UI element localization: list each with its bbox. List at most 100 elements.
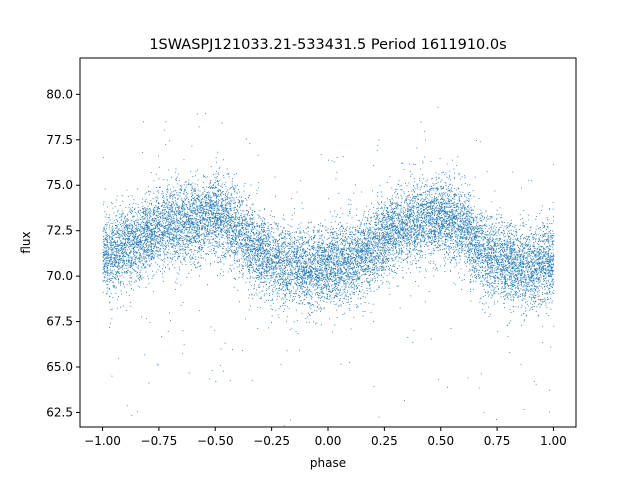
data-point <box>317 287 319 289</box>
data-point <box>347 256 349 257</box>
data-point <box>282 238 284 239</box>
data-point <box>233 188 234 190</box>
data-point <box>196 113 198 115</box>
data-point <box>281 277 283 279</box>
data-point <box>308 240 310 242</box>
data-point <box>482 250 484 252</box>
data-point <box>293 268 295 270</box>
data-point <box>238 261 240 263</box>
data-point <box>173 233 175 235</box>
data-point <box>226 204 228 206</box>
data-point <box>219 230 221 232</box>
data-point <box>437 270 439 271</box>
data-point <box>266 263 267 265</box>
data-point <box>107 252 109 254</box>
data-point <box>506 239 508 241</box>
data-point <box>194 175 196 177</box>
data-point <box>137 223 139 225</box>
data-point <box>495 274 497 276</box>
data-point <box>345 227 347 229</box>
data-point <box>143 267 145 269</box>
data-point <box>148 232 150 234</box>
data-point <box>426 215 427 217</box>
data-point <box>476 277 477 279</box>
data-point <box>288 231 290 232</box>
data-point <box>431 201 433 202</box>
data-point <box>315 274 317 275</box>
data-point <box>133 241 135 242</box>
data-point <box>207 221 209 223</box>
data-point <box>164 233 166 235</box>
data-point <box>300 222 302 224</box>
data-point <box>121 280 123 282</box>
data-point <box>414 241 416 243</box>
data-point <box>354 261 356 263</box>
data-point <box>163 230 165 232</box>
data-point <box>505 257 507 259</box>
data-point <box>309 274 311 275</box>
data-point <box>488 251 489 253</box>
data-point <box>483 275 484 276</box>
data-point <box>400 238 402 239</box>
data-point <box>525 307 526 309</box>
data-point <box>225 225 227 227</box>
data-point <box>432 230 434 231</box>
data-point <box>118 273 120 275</box>
data-point <box>210 220 212 222</box>
data-point <box>318 272 319 274</box>
data-point <box>294 238 296 240</box>
data-point <box>370 216 372 218</box>
data-point <box>350 272 351 274</box>
data-point <box>199 234 201 236</box>
data-point <box>120 266 122 268</box>
data-point <box>203 240 204 242</box>
data-point <box>109 253 111 255</box>
data-point <box>242 227 244 229</box>
data-point <box>372 267 374 269</box>
data-point <box>326 230 328 232</box>
data-point <box>540 245 542 247</box>
data-point <box>141 241 142 242</box>
data-point <box>432 200 434 202</box>
data-point <box>310 257 312 258</box>
data-point <box>252 225 254 227</box>
data-point <box>228 237 230 239</box>
data-point <box>539 306 541 308</box>
data-point <box>126 218 128 220</box>
data-point <box>483 248 485 250</box>
data-point <box>531 277 533 278</box>
data-point <box>232 203 234 204</box>
data-point <box>222 191 223 193</box>
data-point <box>164 235 166 237</box>
data-point <box>165 254 167 255</box>
data-point <box>336 272 338 274</box>
data-point <box>200 202 202 204</box>
data-point <box>226 235 227 237</box>
data-point <box>492 267 493 268</box>
data-point <box>172 237 174 239</box>
data-point <box>552 255 554 257</box>
data-point <box>130 278 132 279</box>
data-point <box>343 279 344 281</box>
data-point <box>215 225 217 227</box>
data-point <box>467 244 469 246</box>
data-point <box>126 249 128 251</box>
data-point <box>413 222 415 224</box>
data-point <box>468 256 470 258</box>
data-point <box>478 277 480 279</box>
data-point <box>257 234 259 236</box>
data-point <box>165 228 167 229</box>
data-point <box>336 253 337 255</box>
data-point <box>173 231 175 233</box>
data-point <box>236 224 238 226</box>
data-point <box>132 228 134 229</box>
data-point <box>237 206 238 208</box>
data-point <box>454 196 455 198</box>
data-point <box>318 262 319 264</box>
data-point <box>152 253 154 255</box>
data-point <box>307 290 309 292</box>
data-point <box>154 220 156 222</box>
data-point <box>508 285 510 286</box>
data-point <box>300 275 302 276</box>
data-point <box>128 243 130 245</box>
